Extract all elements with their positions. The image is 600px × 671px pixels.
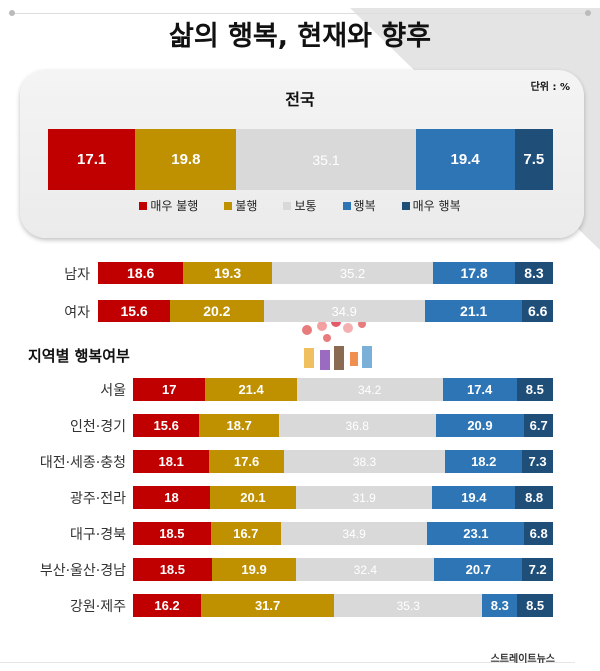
bar-segment-unhappy: 20.2 [170, 300, 264, 322]
stacked-bar: 18.1 17.6 38.3 18.2 7.3 [133, 450, 553, 473]
category-label: 대전·세종·충청 [39, 455, 126, 471]
legend: 매우 불행 불행 보통 행복 매우 행복 [0, 197, 600, 214]
legend-swatch [401, 201, 410, 210]
bar-segment-very-unhappy: 18.5 [133, 558, 212, 581]
bar-segment-very-unhappy: 18.5 [133, 522, 211, 545]
category-label: 인천·경기 [70, 419, 126, 435]
bar-segment-unhappy: 31.7 [201, 594, 335, 617]
bar-segment-very-happy: 6.6 [522, 300, 553, 322]
legend-item: 행복 [342, 197, 376, 214]
category-label: 대구·경북 [70, 527, 126, 543]
bar-segment-very-happy: 6.7 [524, 414, 553, 437]
logo: 스트레이트뉴스 [490, 654, 555, 665]
stacked-bar: 17 21.4 34.2 17.4 8.5 [133, 378, 553, 401]
legend-label: 행복 [353, 199, 376, 213]
bar-segment-very-unhappy: 18.1 [133, 450, 210, 473]
region-section-title: 지역별 행복여부 [28, 347, 130, 365]
chart-title: 전국 [285, 90, 315, 109]
bar-segment-normal: 35.1 [236, 129, 416, 190]
legend-label: 매우 불행 [150, 199, 199, 213]
bar-segment-unhappy: 19.3 [183, 262, 272, 284]
bar-segment-unhappy: 19.8 [135, 129, 237, 190]
legend-swatch [139, 201, 148, 210]
bar-segment-normal: 34.2 [296, 378, 443, 401]
stacked-bar: 18 20.1 31.9 19.4 8.8 [133, 486, 553, 509]
unit-label: 단위 : % [530, 82, 570, 93]
bar-segment-very-happy: 6.8 [524, 522, 553, 545]
bar-segment-normal: 32.4 [296, 558, 435, 581]
bar-segment-very-happy: 7.2 [522, 558, 553, 581]
bar-segment-very-happy: 8.3 [514, 262, 553, 284]
stacked-bar: 16.2 31.7 35.3 8.3 8.5 [133, 594, 553, 617]
category-label: 남자 [64, 267, 90, 283]
bar-segment-happy: 19.4 [415, 129, 515, 190]
bar-segment-normal: 35.3 [334, 594, 483, 617]
bar-segment-very-unhappy: 18 [133, 486, 210, 509]
category-label: 강원·제주 [70, 599, 126, 615]
bar-segment-very-unhappy: 17.1 [48, 129, 136, 190]
legend-item: 매우 행복 [401, 197, 461, 214]
bar-segment-unhappy: 16.7 [210, 522, 281, 545]
stacked-bar: 18.5 19.9 32.4 20.7 7.2 [133, 558, 553, 581]
category-label: 서울 [100, 383, 126, 399]
legend-swatch [224, 201, 233, 210]
bar-segment-very-happy: 8.5 [517, 594, 553, 617]
category-label: 여자 [64, 305, 90, 321]
bar-segment-unhappy: 20.1 [209, 486, 296, 509]
bar-segment-happy: 20.9 [435, 414, 525, 437]
bar-segment-happy: 17.8 [433, 262, 515, 284]
bar-segment-normal: 38.3 [283, 450, 446, 473]
page-title: 삶의 행복, 현재와 향후 [168, 21, 432, 52]
bar-segment-happy: 19.4 [432, 486, 516, 509]
bar-segment-very-happy: 8.8 [515, 486, 553, 509]
rule-dot [9, 10, 15, 16]
bar-segment-normal: 36.8 [278, 414, 436, 437]
bar-segment-very-unhappy: 16.2 [133, 594, 202, 617]
bar-segment-happy: 18.2 [445, 450, 523, 473]
bar-segment-very-unhappy: 17 [133, 378, 206, 401]
stacked-bar: 15.6 20.2 34.9 21.1 6.6 [98, 300, 553, 322]
bar-segment-unhappy: 19.9 [211, 558, 297, 581]
category-label: 부산·울산·경남 [39, 563, 126, 579]
rule-dot [585, 10, 591, 16]
bar-segment-normal: 34.9 [280, 522, 428, 545]
bar-segment-very-happy: 7.3 [522, 450, 553, 473]
bar-segment-very-unhappy: 15.6 [98, 300, 171, 322]
bar-segment-unhappy: 21.4 [205, 378, 297, 401]
legend-label: 보통 [294, 199, 317, 213]
legend-swatch [342, 201, 351, 210]
bar-segment-happy: 8.3 [482, 594, 518, 617]
family-illustration [302, 318, 372, 370]
bar-segment-very-unhappy: 15.6 [133, 414, 200, 437]
legend-item: 보통 [283, 197, 317, 214]
stacked-bar: 18.6 19.3 35.2 17.8 8.3 [98, 262, 553, 284]
category-label: 광주·전라 [70, 491, 126, 507]
bar-segment-very-happy: 8.5 [516, 378, 553, 401]
stacked-bar: 18.5 16.7 34.9 23.1 6.8 [133, 522, 553, 545]
stacked-bar: 17.1 19.8 35.1 19.4 7.5 [48, 129, 553, 190]
legend-label: 매우 행복 [412, 199, 461, 213]
bar-segment-normal: 34.9 [263, 300, 425, 322]
bar-segment-happy: 17.4 [442, 378, 517, 401]
top-rule [10, 13, 590, 14]
legend-swatch [283, 201, 292, 210]
bar-segment-normal: 31.9 [295, 486, 433, 509]
bar-segment-very-happy: 7.5 [514, 129, 553, 190]
bar-segment-happy: 23.1 [427, 522, 525, 545]
stacked-bar: 15.6 18.7 36.8 20.9 6.7 [133, 414, 553, 437]
bar-segment-happy: 21.1 [424, 300, 523, 322]
bar-segment-happy: 20.7 [434, 558, 523, 581]
legend-label: 불행 [235, 199, 258, 213]
bar-segment-unhappy: 18.7 [199, 414, 279, 437]
legend-item: 매우 불행 [139, 197, 198, 214]
legend-item: 불행 [224, 197, 257, 214]
bar-segment-very-unhappy: 18.6 [98, 262, 184, 284]
bar-segment-unhappy: 17.6 [209, 450, 284, 473]
footer-divider [0, 662, 575, 663]
bar-segment-normal: 35.2 [271, 262, 434, 284]
